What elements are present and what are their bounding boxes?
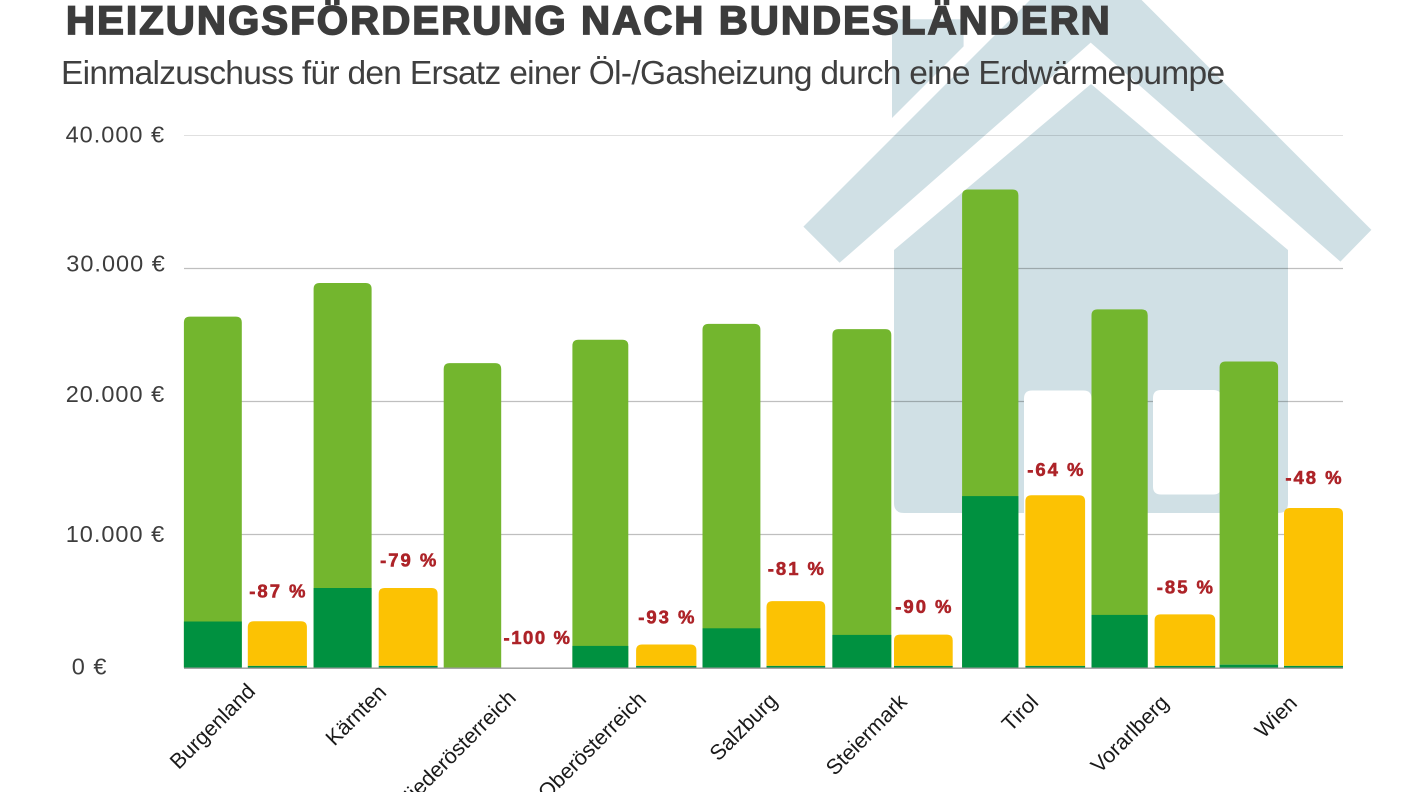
- svg-text:-81 %: -81 %: [768, 558, 824, 579]
- svg-text:-79 %: -79 %: [380, 550, 436, 571]
- svg-text:-93 %: -93 %: [638, 606, 694, 627]
- svg-text:-64 %: -64 %: [1027, 459, 1083, 480]
- svg-text:-85 %: -85 %: [1157, 577, 1213, 598]
- svg-text:-48 %: -48 %: [1285, 467, 1341, 488]
- svg-text:0 €: 0 €: [72, 654, 108, 680]
- svg-text:10.000 €: 10.000 €: [66, 521, 165, 547]
- svg-text:HEIZUNGSFÖRDERUNG NACH BUNDESL: HEIZUNGSFÖRDERUNG NACH BUNDESLÄNDERN: [66, 0, 1112, 43]
- svg-text:40.000 €: 40.000 €: [66, 122, 165, 148]
- svg-text:Einmalzuschuss für den Ersatz: Einmalzuschuss für den Ersatz einer Öl-/…: [61, 55, 1224, 92]
- svg-text:30.000 €: 30.000 €: [66, 251, 165, 277]
- svg-text:-100 %: -100 %: [503, 627, 570, 648]
- svg-text:-87 %: -87 %: [249, 580, 305, 601]
- svg-text:-90 %: -90 %: [895, 596, 951, 617]
- svg-text:20.000 €: 20.000 €: [66, 381, 165, 407]
